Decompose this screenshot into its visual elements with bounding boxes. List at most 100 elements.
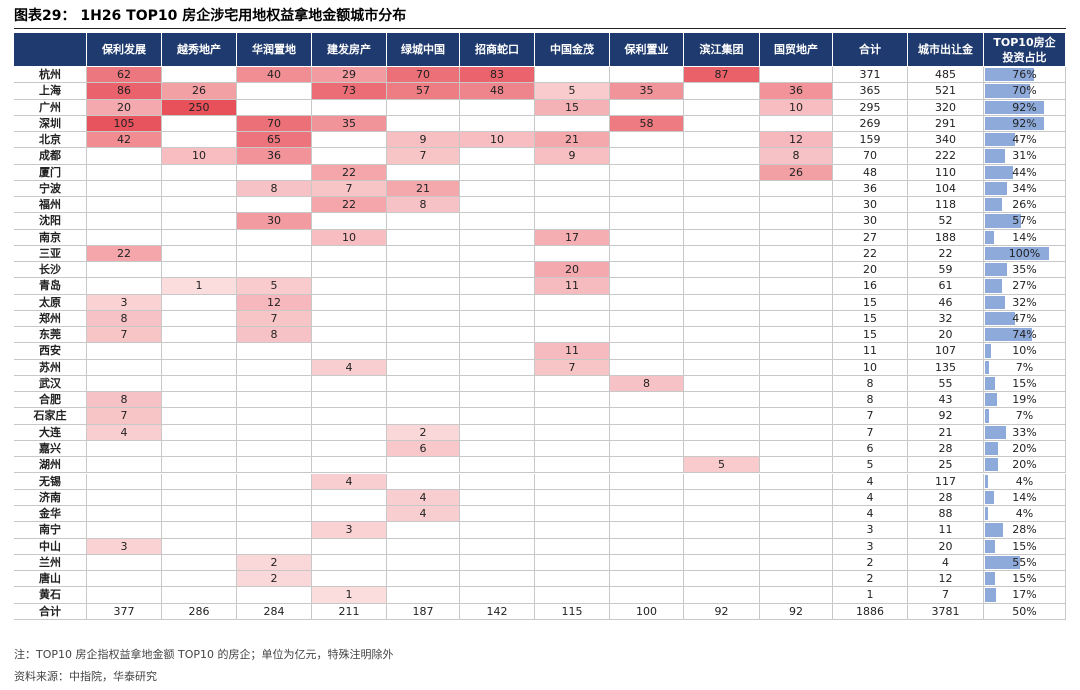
cell [162,424,237,441]
cell: 110 [908,164,984,181]
column-header: 绿城中国 [387,33,460,67]
cell [387,229,460,246]
cell [162,180,237,198]
share-text: 15% [1012,572,1037,586]
cell: 15% [984,538,1066,555]
cell: 50% [984,603,1066,620]
cell [162,457,237,474]
cell [760,522,833,539]
cell [684,132,760,149]
cell [760,457,833,474]
share-bar [985,523,1003,537]
row-header: 苏州 [14,359,87,376]
cell: 65 [237,132,312,149]
cell [87,522,162,539]
cell [460,310,535,328]
cell: 74% [984,327,1066,344]
cell [535,67,610,84]
cell [162,489,237,506]
cell: 8 [833,375,908,393]
share-bar [985,507,988,521]
cell [387,359,460,376]
cell: 10 [312,229,387,246]
cell [312,538,387,555]
cell: 10 [833,359,908,376]
cell [237,229,312,246]
cell [760,278,833,295]
cell: 46 [908,294,984,311]
cell: 22 [312,197,387,214]
cell [162,408,237,425]
share-bar [985,458,998,472]
share-text: 17% [1012,588,1037,602]
cell [162,473,237,490]
cell [535,197,610,214]
cell [162,67,237,84]
cell [684,506,760,523]
row-header: 唐山 [14,571,87,588]
cell [535,392,610,409]
cell: 20 [833,262,908,279]
row-header: 杭州 [14,67,87,84]
cell [610,327,684,344]
cell [610,424,684,441]
cell: 9 [535,148,610,165]
cell: 12 [760,132,833,149]
cell: 2 [237,571,312,588]
cell: 15% [984,375,1066,393]
cell [460,375,535,393]
cell [760,197,833,214]
cell [460,440,535,458]
cell: 14% [984,489,1066,506]
share-text: 92% [1012,100,1037,114]
cell: 1 [162,278,237,295]
cell [684,310,760,328]
cell: 70% [984,83,1066,100]
cell [760,571,833,588]
cell: 28 [908,489,984,506]
cell [760,343,833,360]
share-bar [985,360,990,374]
row-header: 深圳 [14,115,87,133]
share-text: 100% [1008,246,1041,260]
cell [312,440,387,458]
cell: 22 [908,245,984,263]
cell [535,245,610,263]
cell [535,327,610,344]
cell: 159 [833,132,908,149]
share-text: 4% [1015,474,1034,488]
cell [460,359,535,376]
cell [684,522,760,539]
column-header: 城市出让金 [908,33,984,67]
cell: 32% [984,294,1066,311]
cell [87,506,162,523]
cell [87,457,162,474]
cell [237,522,312,539]
row-header: 武汉 [14,375,87,393]
cell: 92 [760,603,833,620]
cell [312,571,387,588]
share-bar [985,295,1006,309]
cell [610,197,684,214]
cell: 7 [833,408,908,425]
cell [162,538,237,555]
cell: 222 [908,148,984,165]
cell: 4 [312,473,387,490]
share-text: 31% [1012,149,1037,163]
row-header: 合计 [14,603,87,620]
cell [610,343,684,360]
cell: 27 [833,229,908,246]
cell: 21 [908,424,984,441]
cell [610,245,684,263]
cell: 20% [984,440,1066,458]
share-bar [985,328,1033,342]
share-bar [985,214,1022,228]
cell: 31% [984,148,1066,165]
share-text: 32% [1012,295,1037,309]
cell [760,554,833,572]
cell [460,262,535,279]
cell [610,440,684,458]
cell: 20 [908,538,984,555]
share-text: 26% [1012,198,1037,212]
share-bar [985,263,1008,277]
